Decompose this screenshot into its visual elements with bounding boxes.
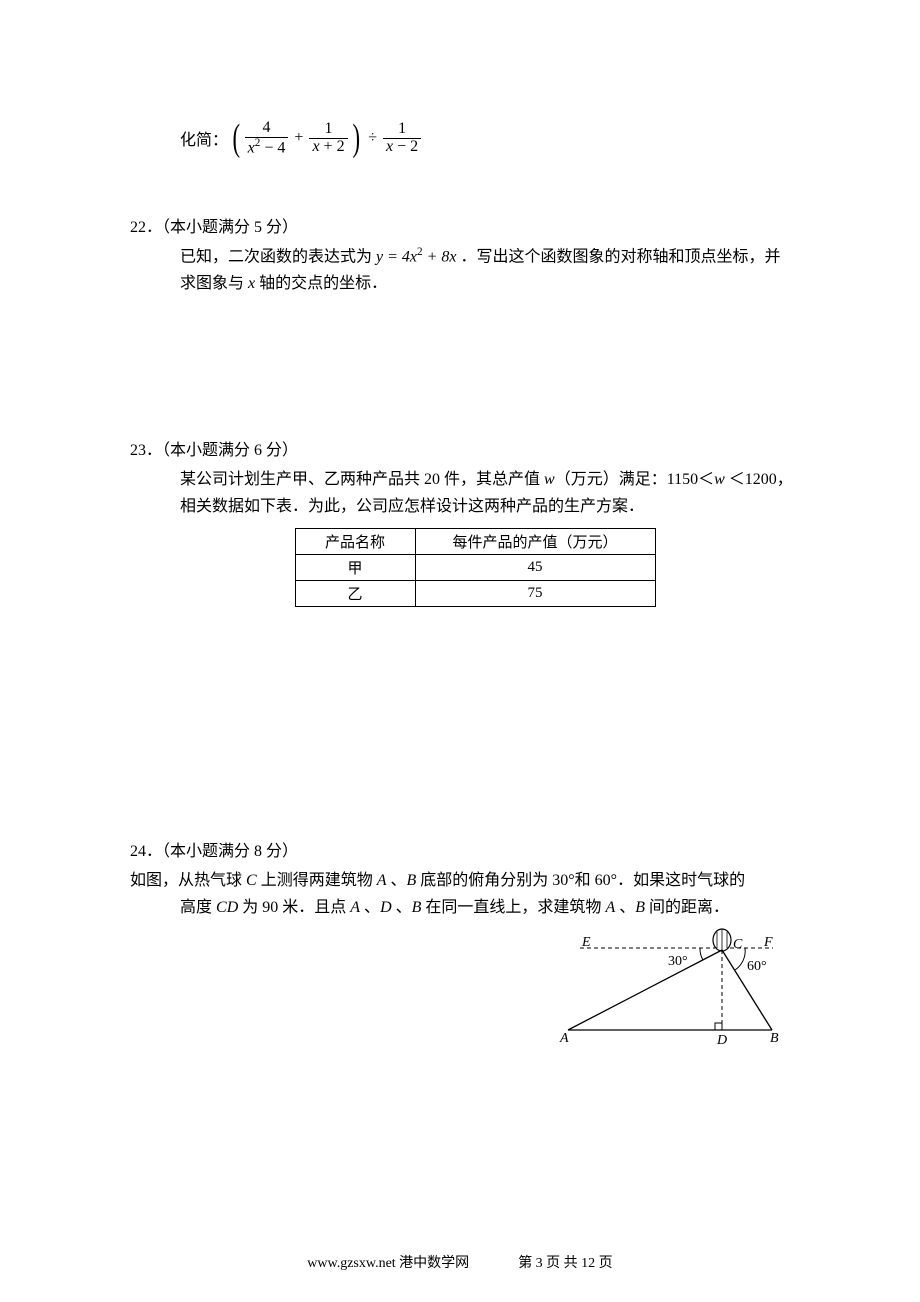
q24-figure: E C F 30° 60° A D B bbox=[550, 930, 790, 1050]
td: 75 bbox=[415, 581, 655, 607]
q24-line2: 高度 CD 为 90 米．且点 A 、D 、B 在同一直线上，求建筑物 A 、B… bbox=[130, 894, 820, 921]
q23-num: 23． bbox=[130, 442, 162, 459]
frac2-den: x + 2 bbox=[309, 138, 347, 156]
table-row: 甲 45 bbox=[295, 555, 655, 581]
q23-head: 23．（本小题满分 6 分） bbox=[130, 436, 820, 460]
label-D: D bbox=[716, 1033, 727, 1048]
div: ÷ bbox=[364, 129, 381, 147]
frac1-den: x2 − 4 bbox=[245, 137, 289, 157]
q23-marks: （本小题满分 6 分） bbox=[162, 442, 298, 459]
q23-table: 产品名称 每件产品的产值（万元） 甲 45 乙 75 bbox=[295, 528, 656, 607]
label-30: 30° bbox=[668, 954, 688, 969]
frac3-den: x − 2 bbox=[383, 138, 421, 156]
frac1-num: 4 bbox=[245, 120, 289, 137]
label-B: B bbox=[770, 1031, 779, 1046]
rparen: ) bbox=[352, 121, 360, 155]
frac3-num: 1 bbox=[383, 121, 421, 138]
label-F: F bbox=[763, 935, 773, 950]
balloon-diagram-icon: E C F 30° 60° A D B bbox=[550, 930, 790, 1050]
q24-marks: （本小题满分 8 分） bbox=[162, 843, 298, 860]
q22-num: 22． bbox=[130, 219, 162, 236]
q22-head: 22．（本小题满分 5 分） bbox=[130, 213, 820, 237]
q22-line2: 求图象与 x 轴的交点的坐标． bbox=[180, 270, 820, 297]
lparen: ( bbox=[233, 121, 241, 155]
q22-line1: 已知，二次函数的表达式为 y = 4x2 + 8x ．写出这个函数图象的对称轴和… bbox=[180, 243, 820, 271]
frac-3: 1 x − 2 bbox=[383, 121, 421, 156]
frac-1: 4 x2 − 4 bbox=[245, 120, 289, 157]
td: 甲 bbox=[295, 555, 415, 581]
q23-line2: 相关数据如下表．为此，公司应怎样设计这两种产品的生产方案． bbox=[180, 493, 820, 520]
q22-marks: （本小题满分 5 分） bbox=[162, 219, 298, 236]
th-value: 每件产品的产值（万元） bbox=[415, 529, 655, 555]
q21-stem: 化简： bbox=[180, 126, 228, 150]
td: 乙 bbox=[295, 581, 415, 607]
plus: + bbox=[290, 129, 307, 147]
q23-line1: 某公司计划生产甲、乙两种产品共 20 件，其总产值 w（万元）满足：1150＜w… bbox=[180, 466, 820, 493]
q24-head: 24．（本小题满分 8 分） bbox=[130, 837, 820, 861]
th-name: 产品名称 bbox=[295, 529, 415, 555]
label-C: C bbox=[733, 937, 743, 952]
q24-num: 24． bbox=[130, 843, 162, 860]
page-footer: www.gzsxw.net 港中数学网 第 3 页 共 12 页 bbox=[0, 1252, 920, 1272]
label-A: A bbox=[559, 1031, 569, 1046]
frac-2: 1 x + 2 bbox=[309, 121, 347, 156]
q21-simplify: 化简： ( 4 x2 − 4 + 1 x + 2 ) ÷ 1 x − 2 bbox=[130, 120, 820, 157]
q24-line1: 如图，从热气球 C 上测得两建筑物 A 、B 底部的俯角分别为 30°和 60°… bbox=[130, 867, 820, 894]
q23-body: 某公司计划生产甲、乙两种产品共 20 件，其总产值 w（万元）满足：1150＜w… bbox=[130, 466, 820, 520]
table-row: 产品名称 每件产品的产值（万元） bbox=[295, 529, 655, 555]
q22-body: 已知，二次函数的表达式为 y = 4x2 + 8x ．写出这个函数图象的对称轴和… bbox=[130, 243, 820, 298]
td: 45 bbox=[415, 555, 655, 581]
label-60: 60° bbox=[747, 959, 767, 974]
q24-body: 如图，从热气球 C 上测得两建筑物 A 、B 底部的俯角分别为 30°和 60°… bbox=[130, 867, 820, 921]
footer-page: 第 3 页 共 12 页 bbox=[518, 1256, 613, 1271]
table-row: 乙 75 bbox=[295, 581, 655, 607]
frac2-num: 1 bbox=[309, 121, 347, 138]
footer-site: www.gzsxw.net 港中数学网 bbox=[307, 1256, 469, 1271]
label-E: E bbox=[581, 935, 591, 950]
